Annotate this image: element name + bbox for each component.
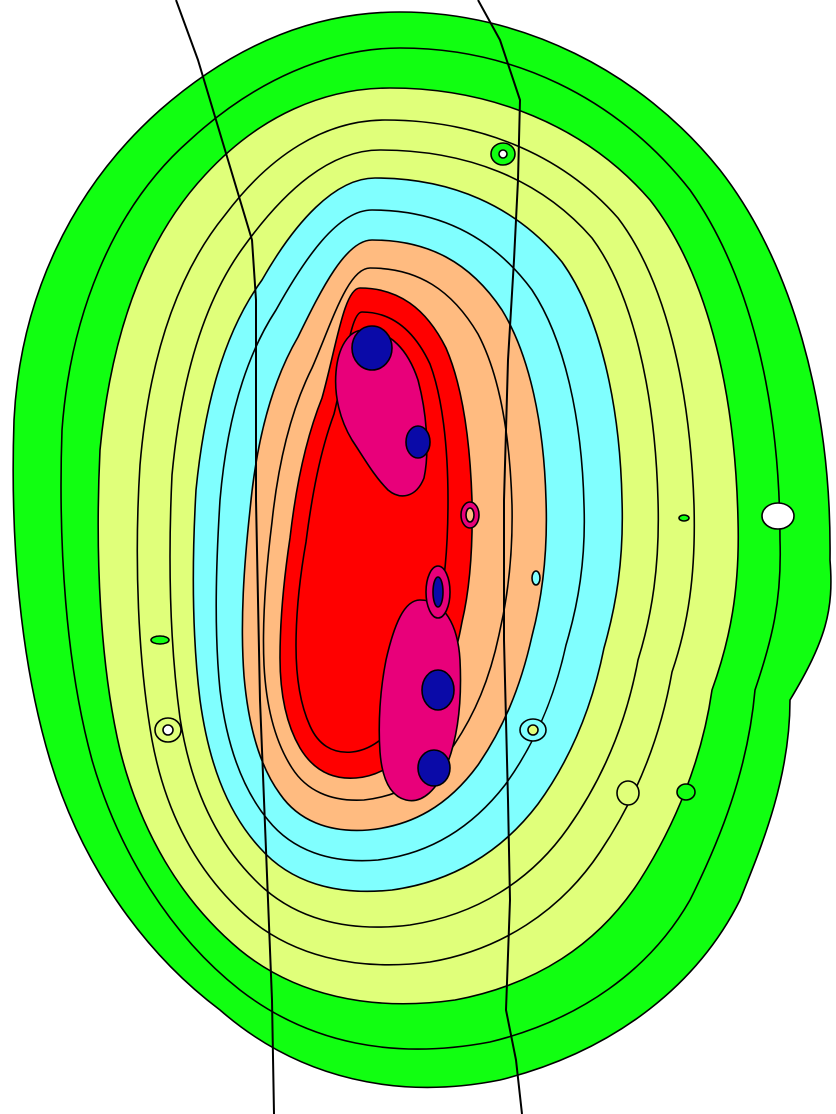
contour-islet-east-small — [678, 514, 690, 522]
contour-line-cyan-2 — [215, 209, 586, 862]
contour-peak-blue-3 — [421, 669, 455, 711]
contour-islet-cyan-core — [527, 724, 539, 736]
contour-line-outer-2 — [60, 47, 782, 1050]
contour-islet-east-white — [761, 502, 795, 530]
contour-islet-west-white — [162, 724, 174, 736]
contour-line-red-2 — [295, 311, 449, 753]
contour-islet-magenta-center — [465, 507, 475, 523]
contour-islet-north-white — [498, 149, 508, 159]
contour-region-magenta-north — [334, 329, 428, 497]
contour-line-yellow-3 — [169, 149, 660, 928]
contour-islet-blue-mid — [432, 576, 444, 608]
contour-peak-blue-2 — [405, 425, 431, 459]
contour-peak-blue-4 — [417, 749, 451, 787]
contour-line-yellow-2 — [136, 119, 696, 966]
contour-islet-yellow-west — [150, 635, 170, 645]
contour-peak-blue-1 — [351, 325, 393, 371]
contour-islet-green-east — [676, 783, 696, 801]
contour-line-orange-2 — [262, 267, 513, 801]
boundary-line-east — [477, 0, 523, 1114]
contour-islet-cyan-small — [531, 570, 541, 586]
contour-islet-yellow-east — [616, 780, 640, 806]
boundary-line-west — [175, 0, 275, 1114]
